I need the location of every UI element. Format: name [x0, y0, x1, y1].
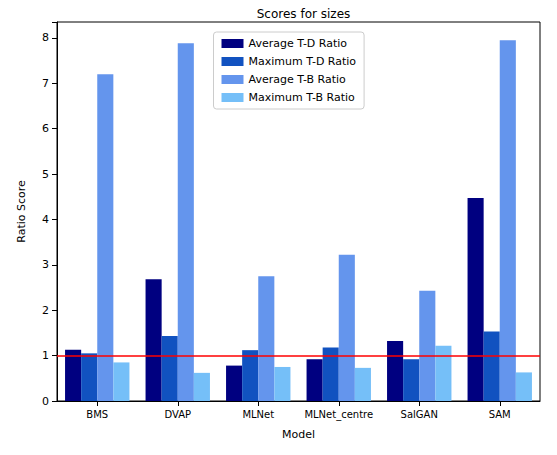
svg-text:SalGAN: SalGAN — [401, 409, 438, 420]
svg-text:Maximum T-B Ratio: Maximum T-B Ratio — [249, 91, 356, 104]
svg-text:0: 0 — [42, 395, 49, 408]
svg-text:BMS: BMS — [86, 409, 108, 420]
svg-text:Maximum T-D Ratio: Maximum T-D Ratio — [249, 55, 357, 68]
svg-text:MLNet_centre: MLNet_centre — [304, 409, 373, 421]
svg-text:Scores for sizes: Scores for sizes — [257, 7, 351, 21]
svg-text:Average T-D Ratio: Average T-D Ratio — [249, 37, 348, 50]
svg-text:SAM: SAM — [489, 409, 511, 420]
svg-text:8: 8 — [42, 31, 49, 44]
svg-text:3: 3 — [42, 258, 49, 271]
svg-text:7: 7 — [42, 77, 49, 90]
svg-text:Ratio Score: Ratio Score — [15, 180, 28, 243]
svg-text:1: 1 — [42, 349, 49, 362]
svg-text:4: 4 — [42, 213, 49, 226]
svg-text:Average T-B Ratio: Average T-B Ratio — [249, 73, 347, 86]
svg-text:5: 5 — [42, 168, 49, 181]
svg-text:6: 6 — [42, 122, 49, 135]
svg-text:DVAP: DVAP — [164, 409, 191, 420]
svg-text:Model: Model — [282, 428, 315, 441]
svg-text:MLNet: MLNet — [242, 409, 274, 420]
svg-text:2: 2 — [42, 304, 49, 317]
